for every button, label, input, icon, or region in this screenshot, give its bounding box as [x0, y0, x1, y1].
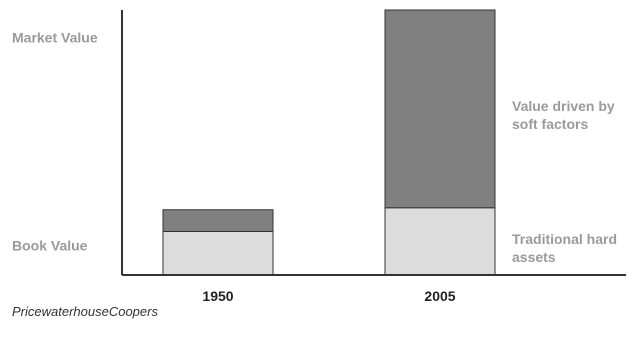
- x-tick-labels: 1950 2005: [202, 288, 455, 304]
- x-tick-label-1950: 1950: [202, 288, 233, 304]
- source-credit: PricewaterhouseCoopers: [12, 304, 158, 319]
- bar-2005-traditional-hard-assets: [384, 207, 496, 276]
- bar-2005-value-driven-by-soft-factors: [384, 9, 496, 209]
- legend-line-value-driven-by-soft-factors-1: Value driven by: [512, 98, 615, 114]
- legend-traditional-hard-assets: Traditional hard assets: [512, 231, 617, 265]
- y-annotation-book-value: Book Value: [12, 237, 88, 253]
- x-tick-label-2005: 2005: [424, 288, 455, 304]
- legend-value-driven-by-soft-factors: Value driven by soft factors: [512, 98, 615, 132]
- bar-1950-traditional-hard-assets: [162, 230, 274, 276]
- bars-group: [162, 9, 496, 276]
- bar-1950-value-driven-by-soft-factors: [162, 209, 274, 232]
- legend: Value driven by soft factors Traditional h…: [512, 98, 617, 265]
- y-annotations: Market Value Book Value: [12, 30, 98, 254]
- legend-line-value-driven-by-soft-factors-2: soft factors: [512, 116, 588, 132]
- legend-line-traditional-hard-assets-1: Traditional hard: [512, 231, 617, 247]
- legend-line-traditional-hard-assets-2: assets: [512, 249, 556, 265]
- y-annotation-market-value: Market Value: [12, 30, 98, 46]
